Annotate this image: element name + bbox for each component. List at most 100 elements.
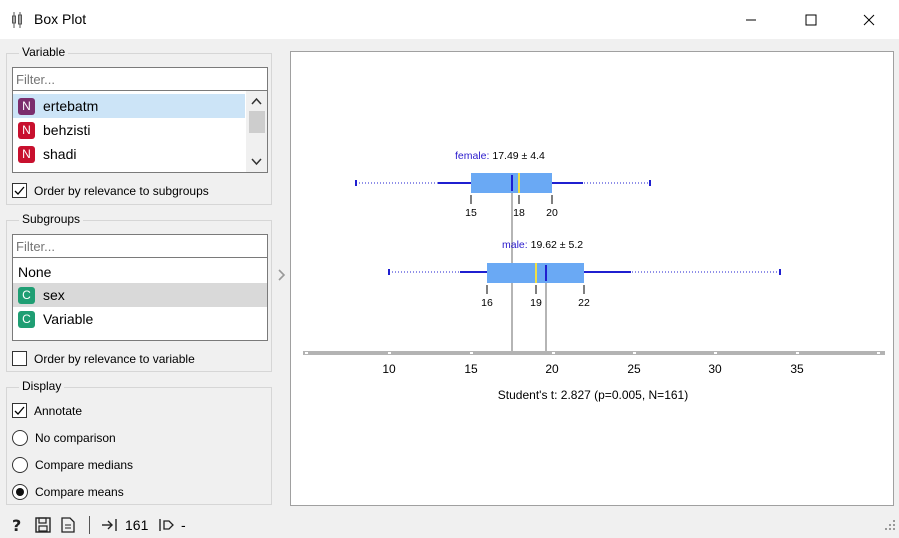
numeric-variable-icon: N bbox=[18, 145, 35, 163]
save-icon bbox=[35, 517, 51, 533]
display-group-title: Display bbox=[19, 379, 65, 393]
compare-medians-radio[interactable]: Compare medians bbox=[12, 457, 133, 473]
subgroup-label: Variable bbox=[43, 311, 94, 327]
radio-label: Compare medians bbox=[35, 458, 134, 472]
svg-text:?: ? bbox=[12, 517, 21, 533]
variable-label: ertebatm bbox=[43, 98, 99, 114]
male-outlier-left bbox=[388, 269, 390, 275]
statusbar-divider bbox=[89, 512, 90, 538]
female-q3-label: 20 bbox=[546, 207, 558, 219]
input-data-indicator: 161 bbox=[101, 512, 148, 538]
checkbox-label: Order by relevance to variable bbox=[34, 351, 195, 366]
scroll-down-icon[interactable] bbox=[246, 154, 267, 170]
box-plot-svg: female: 17.49 ± 4.4 15 18 20 male: 19.62… bbox=[303, 150, 885, 402]
close-button[interactable] bbox=[846, 6, 892, 34]
subgroup-label: None bbox=[18, 264, 52, 280]
compare-means-radio[interactable]: Compare means bbox=[12, 484, 124, 500]
subgroups-group-title: Subgroups bbox=[19, 212, 84, 226]
checkbox-label: Annotate bbox=[34, 403, 83, 418]
scroll-up-icon[interactable] bbox=[246, 93, 267, 109]
subgroup-label: sex bbox=[43, 287, 65, 303]
axis-tick-10: 10 bbox=[382, 362, 396, 376]
output-count: - bbox=[181, 517, 186, 533]
variable-group: Variable N ertebatm N behzisti N shadi O… bbox=[6, 45, 272, 205]
male-mean-stat: 19.62 ± 5.2 bbox=[531, 239, 584, 251]
help-button[interactable]: ? bbox=[11, 512, 25, 538]
display-group: Display Annotate No comparison Compare m… bbox=[6, 379, 272, 505]
male-group-name: male bbox=[502, 239, 525, 251]
output-data-indicator: - bbox=[158, 512, 186, 538]
female-group-name: female bbox=[455, 150, 487, 162]
list-item[interactable]: N behzisti bbox=[13, 118, 245, 142]
title-bar: Box Plot bbox=[0, 0, 899, 39]
axis-tick-35: 35 bbox=[790, 362, 804, 376]
variable-label: shadi bbox=[43, 146, 77, 162]
report-button[interactable] bbox=[61, 512, 75, 538]
axis-tick-30: 30 bbox=[708, 362, 722, 376]
svg-text:female: 17.49 ± 4.4: female: 17.49 ± 4.4 bbox=[455, 150, 545, 162]
help-icon: ? bbox=[12, 517, 21, 533]
list-item[interactable]: N shadi bbox=[13, 142, 245, 166]
radio-icon bbox=[12, 430, 28, 446]
axis-tick-15: 15 bbox=[464, 362, 478, 376]
box-plot-canvas: female: 17.49 ± 4.4 15 18 20 male: 19.62… bbox=[290, 51, 894, 506]
resize-grip-icon bbox=[885, 520, 895, 530]
numeric-variable-icon: N bbox=[18, 97, 35, 115]
checkbox-icon bbox=[12, 351, 27, 366]
female-outlier-right bbox=[649, 180, 651, 186]
no-comparison-radio[interactable]: No comparison bbox=[12, 430, 116, 446]
variable-list[interactable]: N ertebatm N behzisti N shadi bbox=[12, 91, 268, 173]
status-bar: ? 161 - bbox=[0, 512, 899, 538]
maximize-icon bbox=[805, 14, 817, 26]
input-count: 161 bbox=[125, 517, 149, 533]
window-title: Box Plot bbox=[34, 11, 87, 27]
svg-text:male: 19.62 ± 5.2: male: 19.62 ± 5.2 bbox=[502, 239, 583, 251]
variable-group-title: Variable bbox=[19, 45, 69, 59]
subgroups-filter-input[interactable] bbox=[12, 234, 268, 258]
variable-label: behzisti bbox=[43, 122, 91, 138]
list-item[interactable]: C Variable bbox=[13, 307, 267, 331]
input-arrow-icon bbox=[102, 519, 117, 531]
box-plot-app-icon bbox=[12, 12, 22, 28]
minimize-button[interactable] bbox=[728, 6, 774, 34]
radio-icon bbox=[12, 484, 28, 500]
order-by-subgroups-checkbox[interactable]: Order by relevance to subgroups bbox=[12, 183, 209, 198]
radio-icon bbox=[12, 457, 28, 473]
axis-tick-25: 25 bbox=[627, 362, 641, 376]
female-mean-stat: 17.49 ± 4.4 bbox=[492, 150, 545, 162]
annotate-checkbox[interactable]: Annotate bbox=[12, 403, 82, 418]
test-statistic-text: Student's t: 2.827 (p=0.005, N=161) bbox=[498, 388, 688, 402]
male-q3-label: 22 bbox=[578, 297, 590, 309]
minimize-icon bbox=[746, 19, 756, 21]
axis-tick-20: 20 bbox=[545, 362, 559, 376]
numeric-variable-icon: N bbox=[18, 121, 35, 139]
checkbox-label: Order by relevance to subgroups bbox=[34, 183, 209, 198]
close-icon bbox=[863, 14, 875, 26]
female-median-label: 18 bbox=[513, 207, 525, 219]
checkbox-icon bbox=[12, 183, 27, 198]
variable-filter-input[interactable] bbox=[12, 67, 268, 91]
resize-grip[interactable] bbox=[884, 512, 896, 538]
order-by-variable-checkbox[interactable]: Order by relevance to variable bbox=[12, 351, 195, 366]
list-item[interactable]: None bbox=[13, 260, 267, 284]
male-median-label: 19 bbox=[530, 297, 542, 309]
female-outlier-left bbox=[355, 180, 357, 186]
maximize-button[interactable] bbox=[788, 6, 834, 34]
checkbox-icon bbox=[12, 403, 27, 418]
categorical-variable-icon: C bbox=[18, 310, 35, 328]
male-outlier-right bbox=[779, 269, 781, 275]
list-item[interactable]: N ertebatm bbox=[13, 94, 245, 118]
list-item[interactable]: C sex bbox=[13, 283, 267, 307]
male-q1-label: 16 bbox=[481, 297, 493, 309]
collapse-panel-icon[interactable] bbox=[277, 268, 287, 282]
save-image-button[interactable] bbox=[35, 512, 51, 538]
radio-label: No comparison bbox=[35, 431, 116, 445]
scrollbar-thumb[interactable] bbox=[249, 111, 265, 133]
subgroups-list[interactable]: None C sex C Variable bbox=[12, 258, 268, 341]
categorical-variable-icon: C bbox=[18, 286, 35, 304]
variable-list-scrollbar[interactable] bbox=[246, 91, 267, 172]
radio-label: Compare means bbox=[35, 485, 124, 499]
female-q1-label: 15 bbox=[465, 207, 477, 219]
output-arrow-icon bbox=[159, 519, 174, 531]
subgroups-group: Subgroups None C sex C Variable Order by… bbox=[6, 212, 272, 372]
